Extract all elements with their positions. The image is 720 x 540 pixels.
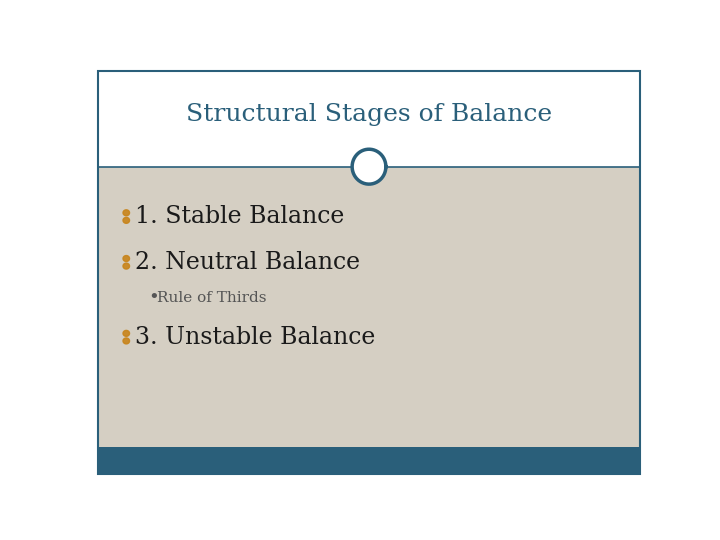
Bar bbox=[99, 447, 639, 474]
Text: Rule of Thirds: Rule of Thirds bbox=[157, 291, 266, 305]
Polygon shape bbox=[123, 263, 130, 269]
Polygon shape bbox=[123, 330, 130, 336]
Polygon shape bbox=[123, 338, 130, 344]
Text: 3. Unstable Balance: 3. Unstable Balance bbox=[135, 326, 375, 349]
Text: 2. Neutral Balance: 2. Neutral Balance bbox=[135, 251, 360, 274]
Polygon shape bbox=[352, 149, 386, 184]
Text: 1. Stable Balance: 1. Stable Balance bbox=[135, 205, 344, 228]
Text: Structural Stages of Balance: Structural Stages of Balance bbox=[186, 103, 552, 126]
Polygon shape bbox=[123, 218, 130, 224]
Bar bbox=[99, 167, 639, 454]
Polygon shape bbox=[123, 255, 130, 261]
Text: •: • bbox=[148, 289, 159, 307]
Polygon shape bbox=[123, 210, 130, 216]
